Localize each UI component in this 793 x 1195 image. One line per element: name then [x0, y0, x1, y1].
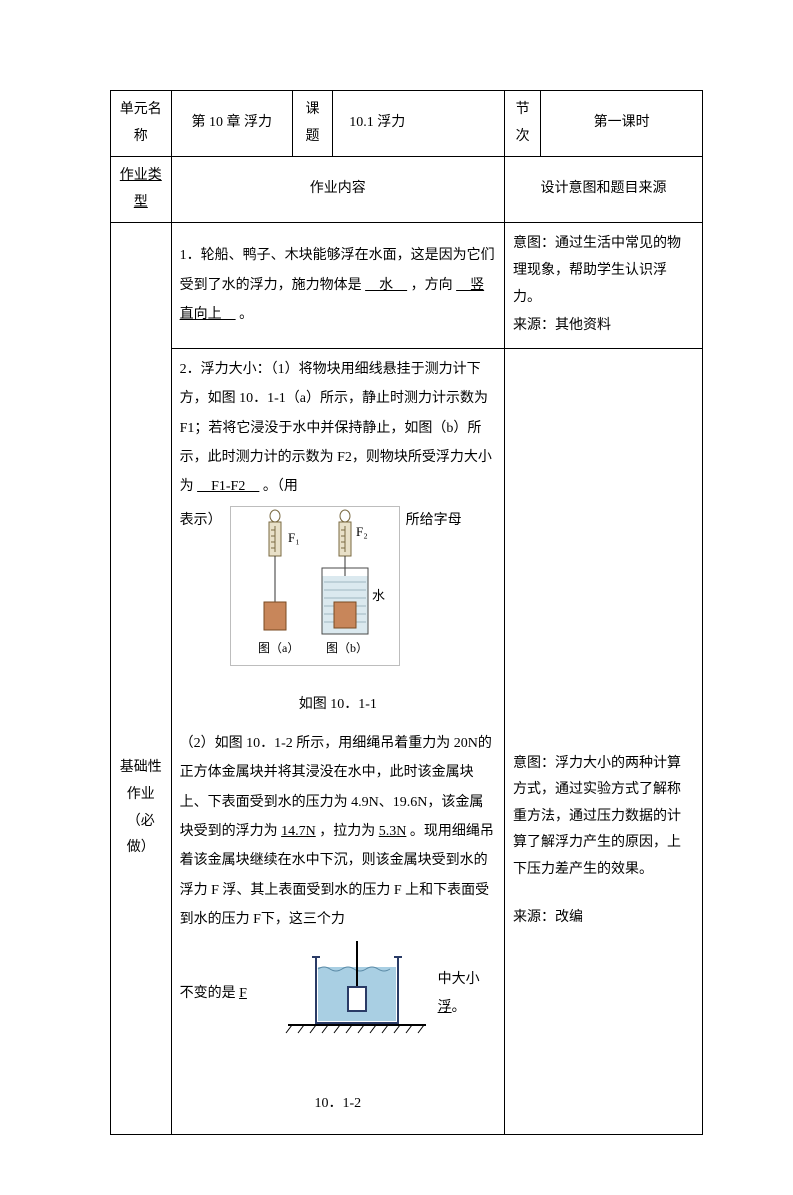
period-label: 节次 — [504, 91, 540, 157]
q2-p2-e: 。 — [452, 1000, 466, 1015]
worksheet-table: 单元名称 第 10 章 浮力 课题 10.1 浮力 节次 第一课时 作业类型 作… — [110, 90, 703, 1135]
intent-label: 设计意图和题目来源 — [504, 157, 702, 223]
q2-p2-blank3: F — [239, 986, 247, 1001]
unit-name-label: 单元名称 — [111, 91, 172, 157]
q2-p1-a: 2．浮力大小：（1）将物块用细线悬挂于测力计下方，如图 10．1-1（a）所示，… — [180, 362, 492, 495]
topic-value: 10.1 浮力 — [333, 91, 505, 157]
q2-p2-b: ，拉力为 — [319, 824, 379, 839]
q2-intent-a: 意图：浮力大小的两种计算方式，通过实验方式了解称重方法，通过压力数据的计算了解浮… — [513, 751, 694, 884]
q2-p1-c: 表示） — [180, 506, 224, 535]
q2-p2-blank1: 14.7N — [281, 824, 316, 839]
q2-p2-c: 。现用细绳吊着该金属块继续在水中下沉，则该金属块受到水的浮力 F 浮、其上表面受… — [180, 824, 494, 927]
q2-p1-blank: F1-F2 — [197, 479, 259, 494]
q1-blank-1: 水 — [365, 278, 407, 293]
topic-label: 课题 — [292, 91, 332, 157]
q2-p2-right-b: 浮 — [438, 1000, 452, 1015]
figure-10-1-1: F₁ 图（a） — [230, 506, 400, 677]
unit-name-value: 第 10 章 浮力 — [171, 91, 292, 157]
q1-content: 1．轮船、鸭子、木块能够浮在水面，这是因为它们受到了水的浮力，施力物体是 水 ，… — [171, 223, 504, 348]
q1-intent-a: 意图：通过生活中常见的物理现象，帮助学生认识浮力。 — [513, 231, 694, 311]
q1-text-b: ，方向 — [411, 278, 453, 293]
figure-10-1-1-row: 表示） F₁ 图（a — [180, 506, 496, 677]
q2-p1-right: 所给字母 — [406, 506, 496, 535]
q1-intent: 意图：通过生活中常见的物理现象，帮助学生认识浮力。 来源：其他资料 — [504, 223, 702, 348]
q2-p1-b: 。（用 — [263, 479, 298, 494]
q2-p2-d: 不变的是 — [180, 986, 240, 1001]
period-value: 第一课时 — [541, 91, 703, 157]
fig2-caption: 10．1-2 — [180, 1091, 496, 1118]
fig1-f2-label: F₂ — [356, 524, 368, 539]
content-label: 作业内容 — [171, 157, 504, 223]
fig1-water-label: 水 — [372, 588, 385, 603]
q2-p2-right-a: 中大小 — [438, 966, 496, 994]
figure-10-1-2-row: 不变的是 F — [180, 939, 496, 1050]
q1-text-c: 。 — [239, 307, 253, 322]
figure-10-1-2 — [282, 939, 432, 1050]
basic-work-label: 基础性 作业 （必 做） — [111, 223, 172, 1134]
type-label: 作业类型 — [111, 157, 172, 223]
q2-intent: 意图：浮力大小的两种计算方式，通过实验方式了解称重方法，通过压力数据的计算了解浮… — [504, 348, 702, 1134]
fig1-caption: 如图 10．1-1 — [180, 692, 496, 719]
fig1-cap-b: 图（b） — [326, 641, 368, 655]
q1-intent-b: 来源：其他资料 — [513, 313, 694, 340]
q2-content: 2．浮力大小：（1）将物块用细线悬挂于测力计下方，如图 10．1-1（a）所示，… — [171, 348, 504, 1134]
q2-intent-b: 来源：改编 — [513, 905, 694, 932]
fig1-cap-a: 图（a） — [258, 641, 299, 655]
fig1-f1-label: F₁ — [288, 530, 300, 545]
q2-p2-blank2: 5.3N — [379, 824, 407, 839]
